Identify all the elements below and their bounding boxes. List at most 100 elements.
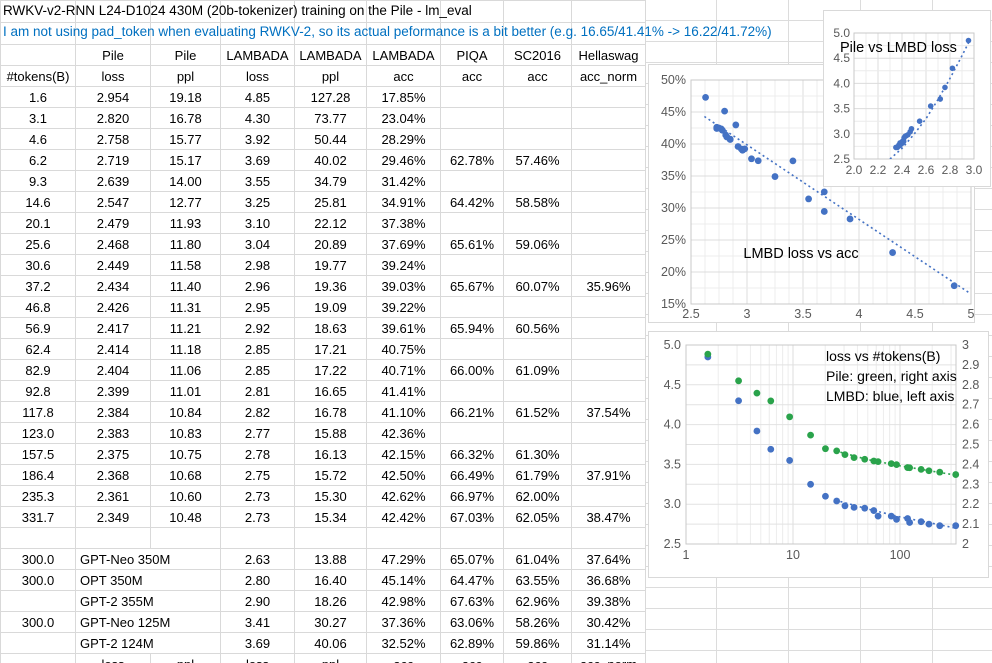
- cell[interactable]: [571, 149, 646, 171]
- cell[interactable]: 11.31: [150, 296, 221, 318]
- cell[interactable]: GPT-Neo 125M: [75, 611, 221, 633]
- cell[interactable]: [571, 422, 646, 444]
- cell[interactable]: [571, 485, 646, 507]
- cell[interactable]: 2.85: [220, 359, 295, 381]
- cell[interactable]: 19.36: [294, 275, 367, 297]
- cell[interactable]: [503, 296, 572, 318]
- cell[interactable]: 16.40: [294, 569, 367, 591]
- cell[interactable]: [571, 0, 646, 23]
- cell[interactable]: [503, 107, 572, 129]
- cell[interactable]: LAMBADA: [366, 44, 441, 66]
- cell[interactable]: 11.93: [150, 212, 221, 234]
- cell[interactable]: 10.60: [150, 485, 221, 507]
- cell[interactable]: [571, 128, 646, 150]
- cell[interactable]: 59.06%: [503, 233, 572, 255]
- cell[interactable]: 62.4: [0, 338, 76, 360]
- cell[interactable]: [150, 527, 221, 549]
- cell[interactable]: 2.95: [220, 296, 295, 318]
- cell[interactable]: 16.78: [150, 107, 221, 129]
- cell[interactable]: [503, 380, 572, 402]
- cell[interactable]: 39.03%: [366, 275, 441, 297]
- cell[interactable]: 66.49%: [440, 464, 504, 486]
- cell[interactable]: 39.24%: [366, 254, 441, 276]
- cell[interactable]: [571, 443, 646, 465]
- cell[interactable]: 37.64%: [571, 548, 646, 570]
- cell[interactable]: 2.426: [75, 296, 151, 318]
- cell[interactable]: 45.14%: [366, 569, 441, 591]
- cell[interactable]: [440, 380, 504, 402]
- cell[interactable]: 11.01: [150, 380, 221, 402]
- cell[interactable]: ppl: [294, 65, 367, 87]
- cell[interactable]: [440, 107, 504, 129]
- cell[interactable]: 59.86%: [503, 632, 572, 654]
- cell[interactable]: 2.414: [75, 338, 151, 360]
- cell[interactable]: 40.06: [294, 632, 367, 654]
- cell[interactable]: 41.41%: [366, 380, 441, 402]
- cell[interactable]: ppl: [150, 653, 221, 663]
- cell[interactable]: 61.79%: [503, 464, 572, 486]
- cell[interactable]: 3.1: [0, 107, 76, 129]
- cell[interactable]: 17.22: [294, 359, 367, 381]
- cell[interactable]: [571, 86, 646, 108]
- chart-loss-vs-tokens[interactable]: 2.5 3.0 3.5 4.0 4.5 5.0 2 2.1 2.2 2.3 2.4 2.5 2.6 2.7…: [648, 331, 989, 578]
- cell[interactable]: [571, 191, 646, 213]
- cell[interactable]: 4.30: [220, 107, 295, 129]
- cell[interactable]: 2.375: [75, 443, 151, 465]
- cell[interactable]: 73.77: [294, 107, 367, 129]
- cell[interactable]: 35.96%: [571, 275, 646, 297]
- cell[interactable]: acc: [503, 653, 572, 663]
- cell[interactable]: [0, 44, 76, 66]
- cell[interactable]: 42.42%: [366, 506, 441, 528]
- cell[interactable]: 11.58: [150, 254, 221, 276]
- cell[interactable]: [571, 527, 646, 549]
- cell[interactable]: 14.00: [150, 170, 221, 192]
- cell[interactable]: 30.42%: [571, 611, 646, 633]
- cell[interactable]: 62.89%: [440, 632, 504, 654]
- cell[interactable]: 2.349: [75, 506, 151, 528]
- cell[interactable]: 23.04%: [366, 107, 441, 129]
- cell[interactable]: 67.03%: [440, 506, 504, 528]
- cell[interactable]: 61.09%: [503, 359, 572, 381]
- cell[interactable]: 31.14%: [571, 632, 646, 654]
- cell[interactable]: 16.65: [294, 380, 367, 402]
- cell[interactable]: 38.47%: [571, 506, 646, 528]
- cell[interactable]: 22.12: [294, 212, 367, 234]
- cell[interactable]: 11.06: [150, 359, 221, 381]
- cell[interactable]: 65.94%: [440, 317, 504, 339]
- cell[interactable]: 34.91%: [366, 191, 441, 213]
- cell[interactable]: 10.48: [150, 506, 221, 528]
- cell[interactable]: acc: [366, 65, 441, 87]
- cell[interactable]: 63.55%: [503, 569, 572, 591]
- cell[interactable]: 37.38%: [366, 212, 441, 234]
- cell[interactable]: 2.399: [75, 380, 151, 402]
- cell[interactable]: [440, 296, 504, 318]
- cell[interactable]: [571, 338, 646, 360]
- cell[interactable]: 3.41: [220, 611, 295, 633]
- cell[interactable]: 157.5: [0, 443, 76, 465]
- cell[interactable]: 15.30: [294, 485, 367, 507]
- cell[interactable]: [571, 296, 646, 318]
- cell[interactable]: [0, 653, 76, 663]
- cell[interactable]: 62.00%: [503, 485, 572, 507]
- cell[interactable]: SC2016: [503, 44, 572, 66]
- cell[interactable]: 37.69%: [366, 233, 441, 255]
- cell[interactable]: 31.42%: [366, 170, 441, 192]
- cell[interactable]: 11.18: [150, 338, 221, 360]
- cell[interactable]: [571, 254, 646, 276]
- cell[interactable]: 2.75: [220, 464, 295, 486]
- cell[interactable]: 3.69: [220, 149, 295, 171]
- cell[interactable]: 17.21: [294, 338, 367, 360]
- cell[interactable]: 62.05%: [503, 506, 572, 528]
- cell[interactable]: [503, 86, 572, 108]
- cell[interactable]: 2.77: [220, 422, 295, 444]
- cell[interactable]: 61.04%: [503, 548, 572, 570]
- cell[interactable]: 42.50%: [366, 464, 441, 486]
- cell[interactable]: 2.73: [220, 485, 295, 507]
- cell[interactable]: ppl: [294, 653, 367, 663]
- cell[interactable]: 20.1: [0, 212, 76, 234]
- cell[interactable]: loss: [75, 65, 151, 87]
- cell[interactable]: 40.75%: [366, 338, 441, 360]
- cell[interactable]: [0, 590, 76, 612]
- cell[interactable]: 39.61%: [366, 317, 441, 339]
- cell[interactable]: 15.34: [294, 506, 367, 528]
